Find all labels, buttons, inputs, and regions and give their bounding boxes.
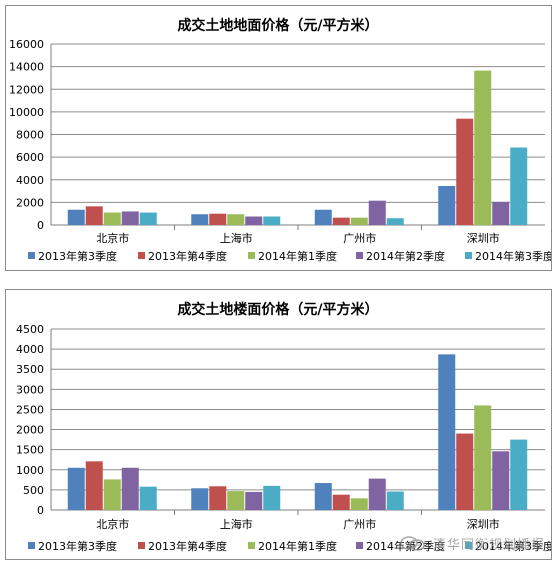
- chart-title: 成交土地地面价格（元/平方米）: [177, 17, 378, 34]
- y-tick-label: 4500: [16, 323, 44, 336]
- land-price-chart: 成交土地地面价格（元/平方米） 0 2000 4000 6000 8000 10000 120…: [9, 17, 551, 263]
- bar: [245, 216, 263, 225]
- bar: [103, 479, 121, 510]
- y-tick-label: 0: [37, 219, 44, 232]
- x-tick-label: 北京市: [96, 517, 129, 531]
- y-tick-label: 1500: [16, 444, 44, 457]
- bar: [121, 467, 139, 510]
- legend-label: 2014年第2季度: [366, 249, 445, 263]
- bar: [456, 118, 474, 225]
- bar: [492, 201, 510, 225]
- legend-swatch: [248, 542, 255, 549]
- y-tick-label: 14000: [9, 61, 44, 74]
- legend-label: 2013年第4季度: [148, 249, 227, 263]
- legend-label: 2014年第1季度: [258, 249, 337, 263]
- bar: [332, 494, 350, 510]
- bar: [456, 433, 474, 510]
- bar: [263, 216, 281, 225]
- x-tick-label: 广州市: [343, 231, 376, 245]
- bar: [67, 209, 85, 225]
- chart-title: 成交土地楼面价格（元/平方米）: [177, 301, 378, 318]
- bar: [368, 478, 386, 510]
- bar: [492, 451, 510, 510]
- bar: [121, 211, 139, 225]
- y-tick-label: 3500: [16, 363, 44, 376]
- y-tick-label: 500: [23, 484, 44, 497]
- bar: [191, 488, 209, 510]
- y-tick-label: 10000: [9, 106, 44, 119]
- y-tick-label: 12000: [9, 83, 44, 96]
- bar: [332, 217, 350, 225]
- y-tick-label: 6000: [16, 151, 44, 164]
- bar: [386, 218, 404, 225]
- legend-label: 2014年第3季度: [475, 249, 551, 263]
- legend-swatch: [28, 542, 35, 549]
- bar: [438, 185, 456, 225]
- legend-swatch: [356, 252, 363, 259]
- bar: [474, 405, 492, 510]
- bar: [510, 147, 528, 225]
- chart-panel-bottom: 成交土地楼面价格（元/平方米） 0 500 1000 1500 2000 2500 3000 3…: [5, 289, 552, 560]
- bar: [368, 200, 386, 225]
- y-tick-label: 2000: [16, 424, 44, 437]
- bar: [438, 354, 456, 510]
- y-tick-label: 2500: [16, 403, 44, 416]
- bar: [314, 209, 332, 225]
- bar: [350, 498, 368, 510]
- x-tick-label: 上海市: [220, 517, 253, 531]
- legend-label: 2013年第4季度: [148, 539, 227, 553]
- y-tick-label: 1000: [16, 464, 44, 477]
- y-tick-label: 3000: [16, 383, 44, 396]
- bar: [85, 461, 103, 510]
- x-tick-label: 北京市: [96, 231, 129, 245]
- bar: [209, 486, 227, 510]
- bar: [209, 213, 227, 225]
- bar: [103, 212, 121, 225]
- bar: [227, 214, 245, 225]
- x-tick-label: 深圳市: [467, 231, 500, 245]
- x-tick-label: 深圳市: [467, 517, 500, 531]
- legend-label: 2014年第3季度: [475, 539, 551, 553]
- y-tick-label: 16000: [9, 38, 44, 51]
- bar: [474, 70, 492, 225]
- legend-swatch: [138, 542, 145, 549]
- legend-swatch: [356, 542, 363, 549]
- bar: [263, 485, 281, 510]
- bar: [139, 486, 157, 510]
- y-tick-label: 8000: [16, 129, 44, 142]
- y-tick-label: 2000: [16, 196, 44, 209]
- legend-swatch: [465, 542, 472, 549]
- bar: [350, 217, 368, 225]
- bar: [139, 212, 157, 225]
- y-tick-label: 0: [37, 504, 44, 517]
- floor-price-chart: 成交土地楼面价格（元/平方米） 0 500 1000 1500 2000 2500 3000 3…: [16, 301, 551, 553]
- bar: [314, 483, 332, 510]
- legend-swatch: [465, 252, 472, 259]
- bar: [227, 491, 245, 510]
- legend-swatch: [28, 252, 35, 259]
- y-tick-label: 4000: [16, 174, 44, 187]
- bar: [510, 439, 528, 510]
- bar: [67, 467, 85, 510]
- legend-label: 2014年第1季度: [258, 539, 337, 553]
- bar: [245, 491, 263, 510]
- bar: [191, 214, 209, 225]
- y-tick-label: 4000: [16, 343, 44, 356]
- bar: [85, 206, 103, 225]
- legend-label: 2013年第3季度: [38, 539, 117, 553]
- legend-label: 2013年第3季度: [38, 249, 117, 263]
- chart-panel-top: 成交土地地面价格（元/平方米） 0 2000 4000 6000 8000 10000 120…: [5, 5, 552, 271]
- legend-label: 2014年第2季度: [366, 539, 445, 553]
- x-tick-label: 上海市: [220, 231, 253, 245]
- x-tick-label: 广州市: [343, 517, 376, 531]
- legend-swatch: [138, 252, 145, 259]
- legend-swatch: [248, 252, 255, 259]
- bar: [386, 491, 404, 510]
